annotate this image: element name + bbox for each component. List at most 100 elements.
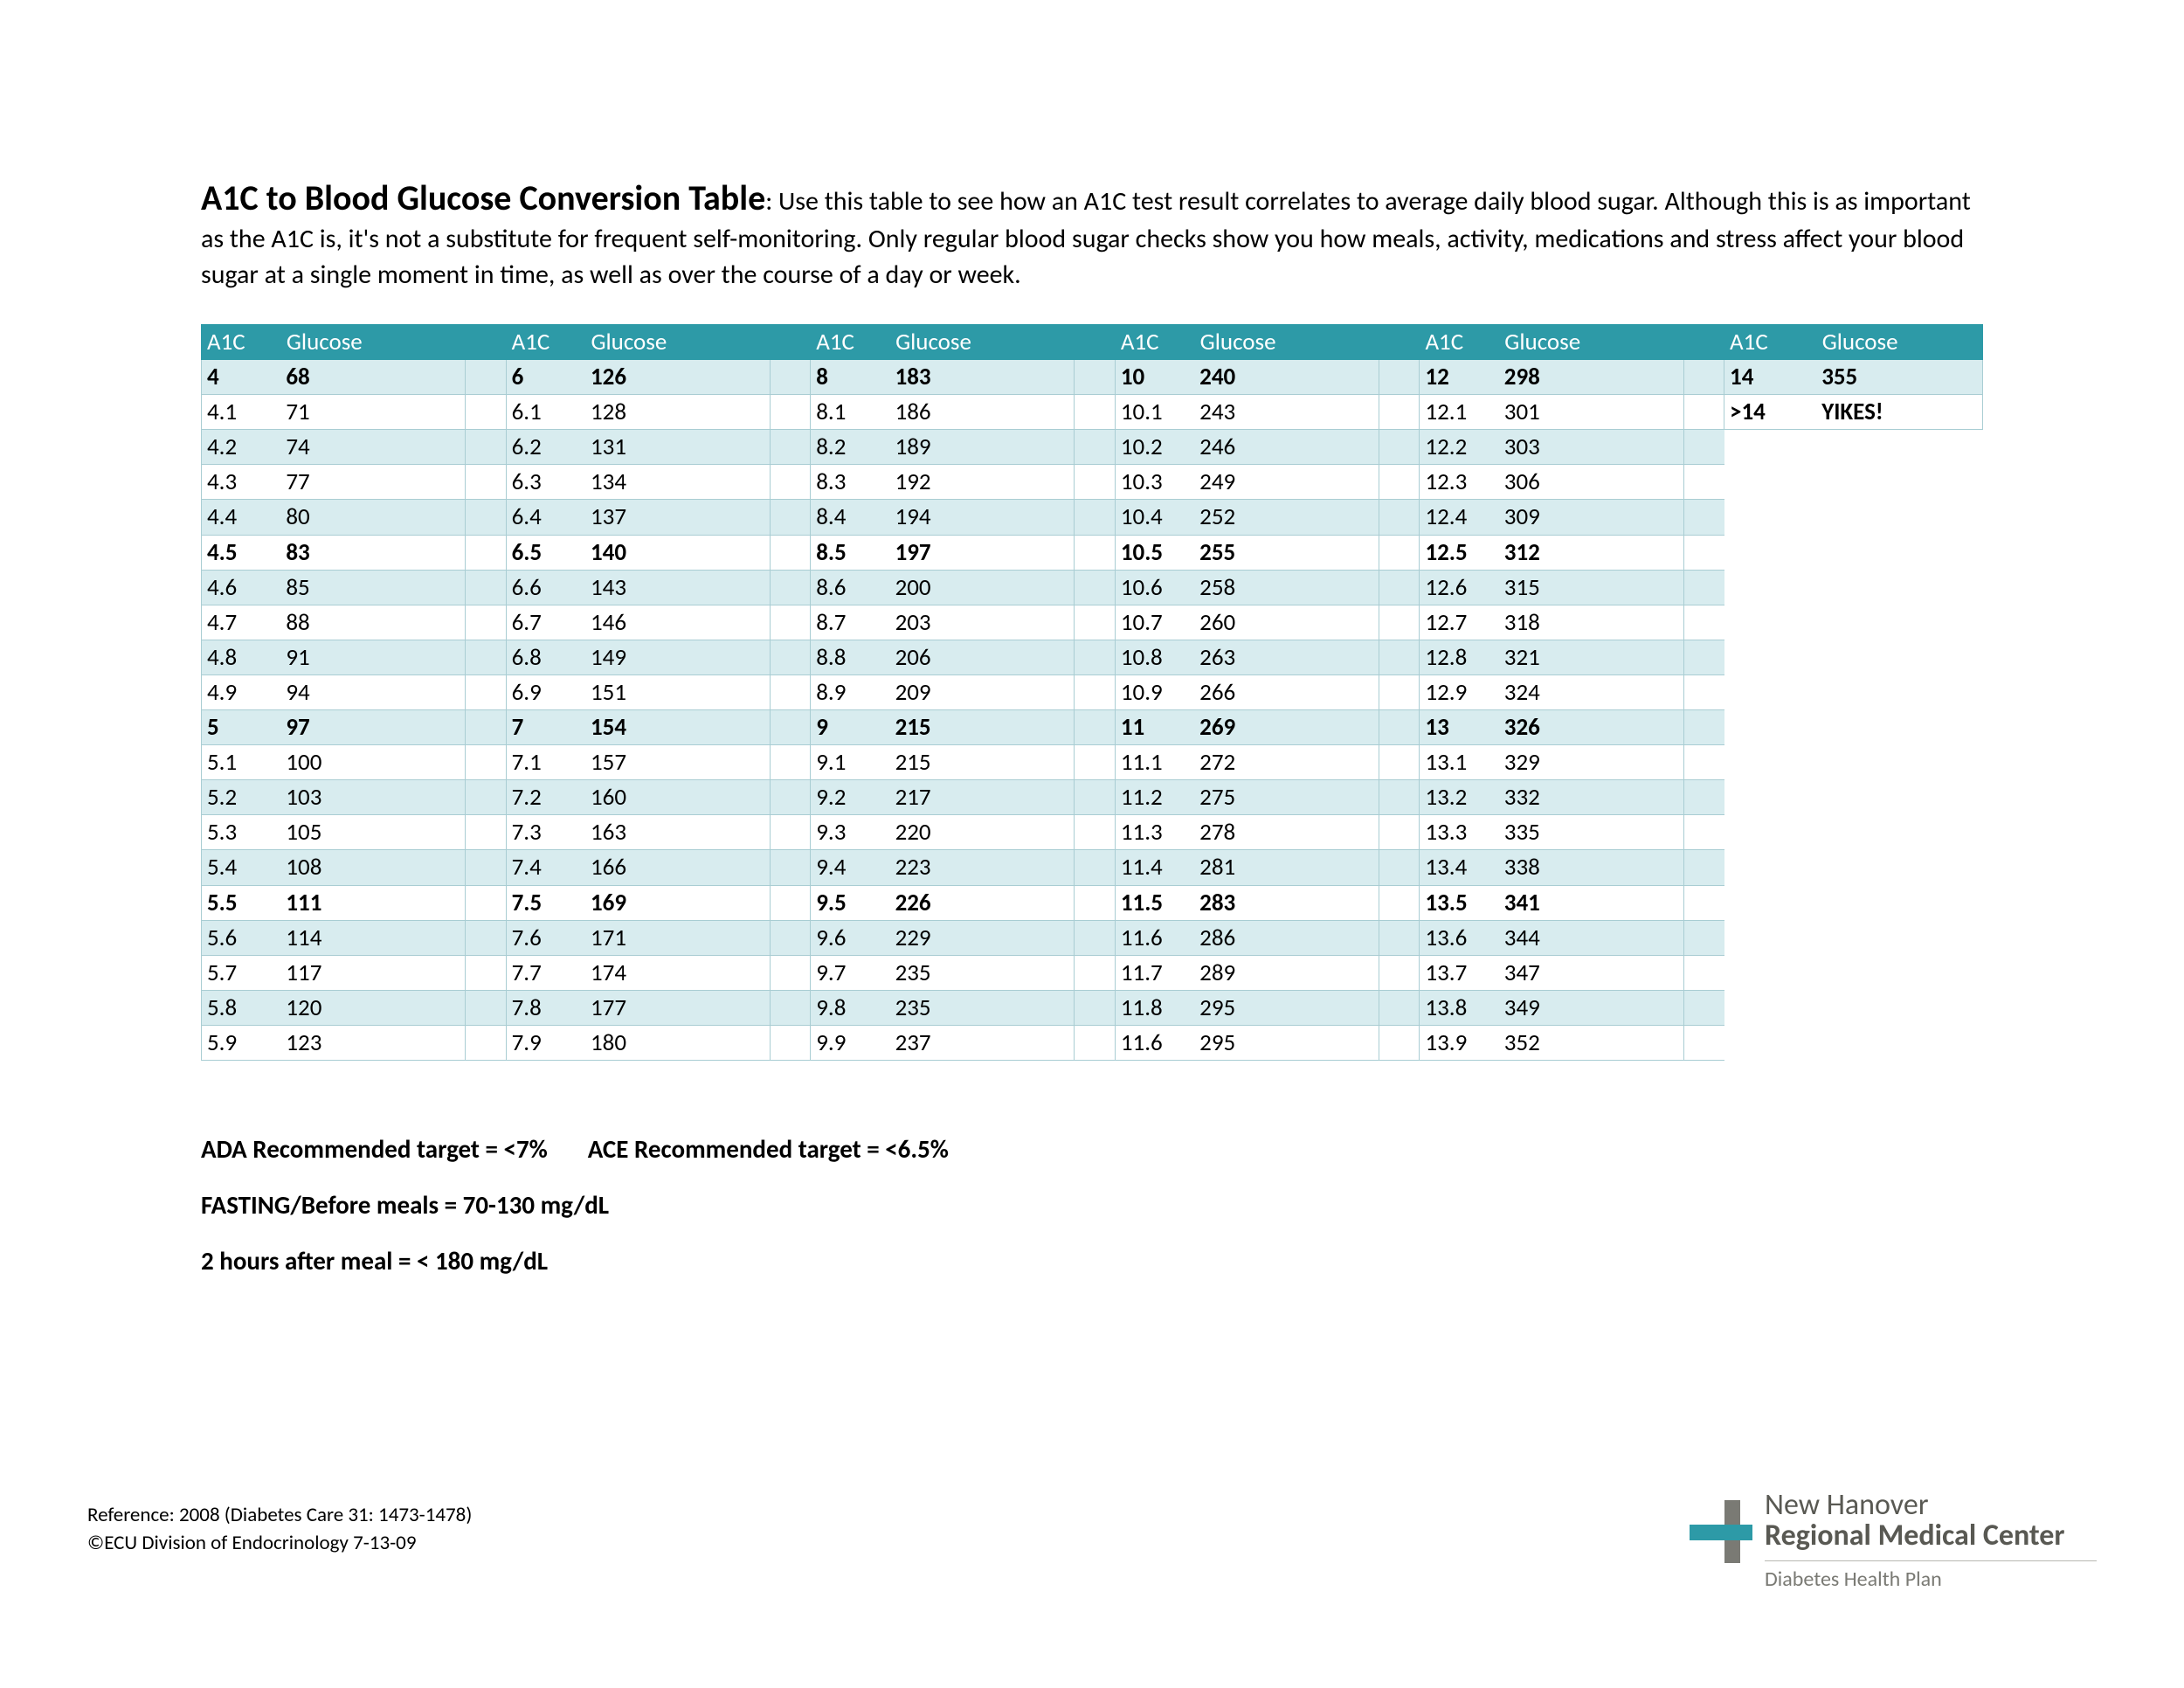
cell-a1c: 6.7 bbox=[506, 605, 585, 640]
cell-a1c: 4.2 bbox=[202, 430, 281, 465]
cell-a1c: 8.6 bbox=[811, 570, 890, 605]
fasting-target: FASTING/Before meals = 70-130 mg/dL bbox=[201, 1178, 1983, 1234]
cell-a1c: 8 bbox=[811, 360, 890, 395]
cell-glucose: 97 bbox=[280, 710, 465, 745]
cell-a1c: 6.1 bbox=[506, 395, 585, 430]
col-header-a1c: A1C bbox=[506, 325, 585, 360]
conversion-table: A1CGlucoseA1CGlucoseA1CGlucoseA1CGlucose… bbox=[201, 324, 1983, 1061]
cell-glucose: 281 bbox=[1194, 850, 1379, 885]
cell-glucose: 349 bbox=[1499, 990, 1683, 1025]
col-header-glucose: Glucose bbox=[1194, 325, 1379, 360]
cell-a1c: 12.7 bbox=[1420, 605, 1499, 640]
cell-glucose: 206 bbox=[890, 640, 1075, 675]
cell-a1c: 12.5 bbox=[1420, 535, 1499, 570]
cell-glucose: 80 bbox=[280, 500, 465, 535]
cell-glucose: 315 bbox=[1499, 570, 1683, 605]
cell-glucose: 329 bbox=[1499, 745, 1683, 780]
header-row: A1CGlucoseA1CGlucoseA1CGlucoseA1CGlucose… bbox=[202, 325, 1983, 360]
cell-a1c: 13.6 bbox=[1420, 920, 1499, 955]
col-header-glucose: Glucose bbox=[280, 325, 465, 360]
cell-glucose: YIKES! bbox=[1816, 395, 1982, 430]
cell-glucose: 105 bbox=[280, 815, 465, 850]
cell-a1c: 7.5 bbox=[506, 885, 585, 920]
cell-glucose: 192 bbox=[890, 465, 1075, 500]
cell-glucose: 246 bbox=[1194, 430, 1379, 465]
cell-glucose: 183 bbox=[890, 360, 1075, 395]
cell-a1c: 4.3 bbox=[202, 465, 281, 500]
cell-glucose: 186 bbox=[890, 395, 1075, 430]
cell-a1c: 12.6 bbox=[1420, 570, 1499, 605]
cell-a1c: 11.3 bbox=[1115, 815, 1194, 850]
cell-a1c: 12.2 bbox=[1420, 430, 1499, 465]
cell-a1c: 8.8 bbox=[811, 640, 890, 675]
cell-glucose: 332 bbox=[1499, 780, 1683, 815]
table-row: 4.9946.91518.920910.926612.9324 bbox=[202, 675, 1983, 709]
footer: Reference: 2008 (Diabetes Care 31: 1473-… bbox=[87, 1501, 472, 1557]
cell-a1c: 9 bbox=[811, 710, 890, 745]
cell-glucose: 149 bbox=[585, 640, 770, 675]
cell-glucose: 335 bbox=[1499, 815, 1683, 850]
cell-a1c: 7.8 bbox=[506, 990, 585, 1025]
cell-a1c: 5.3 bbox=[202, 815, 281, 850]
cell-a1c: 10.7 bbox=[1115, 605, 1194, 640]
cell-glucose: 355 bbox=[1816, 360, 1982, 395]
cell-a1c: 6.2 bbox=[506, 430, 585, 465]
cell-glucose: 108 bbox=[280, 850, 465, 885]
cell-a1c: 4.7 bbox=[202, 605, 281, 640]
table-row: 46861268183102401229814355 bbox=[202, 360, 1983, 395]
cell-glucose: 131 bbox=[585, 430, 770, 465]
cell-a1c: 11.6 bbox=[1115, 1025, 1194, 1060]
col-header-a1c: A1C bbox=[1724, 325, 1817, 360]
cell-a1c: 8.4 bbox=[811, 500, 890, 535]
cell-glucose: 298 bbox=[1499, 360, 1683, 395]
cell-a1c: 4.4 bbox=[202, 500, 281, 535]
cell-a1c: 5.5 bbox=[202, 885, 281, 920]
cell-glucose: 103 bbox=[280, 780, 465, 815]
table-row: 4.5836.51408.519710.525512.5312 bbox=[202, 535, 1983, 570]
cell-glucose: 91 bbox=[280, 640, 465, 675]
cell-a1c: 12.3 bbox=[1420, 465, 1499, 500]
logo: New Hanover Regional Medical Center Diab… bbox=[1690, 1490, 2097, 1592]
cell-a1c: 12.1 bbox=[1420, 395, 1499, 430]
cell-glucose: 126 bbox=[585, 360, 770, 395]
cell-a1c: 7.3 bbox=[506, 815, 585, 850]
cell-a1c: 4 bbox=[202, 360, 281, 395]
cell-glucose: 249 bbox=[1194, 465, 1379, 500]
cell-glucose: 209 bbox=[890, 675, 1075, 709]
page-title: A1C to Blood Glucose Conversion Table bbox=[201, 176, 765, 219]
cell-glucose: 301 bbox=[1499, 395, 1683, 430]
cell-a1c: 4.1 bbox=[202, 395, 281, 430]
cell-glucose: 295 bbox=[1194, 1025, 1379, 1060]
cell-glucose: 128 bbox=[585, 395, 770, 430]
table-head: A1CGlucoseA1CGlucoseA1CGlucoseA1CGlucose… bbox=[202, 325, 1983, 360]
cell-a1c: 12.9 bbox=[1420, 675, 1499, 709]
cell-glucose: 252 bbox=[1194, 500, 1379, 535]
cell-a1c: 11.6 bbox=[1115, 920, 1194, 955]
table-row: 5.51117.51699.522611.528313.5341 bbox=[202, 885, 1983, 920]
cell-a1c: 10.8 bbox=[1115, 640, 1194, 675]
cell-glucose: 306 bbox=[1499, 465, 1683, 500]
cell-a1c: 8.7 bbox=[811, 605, 890, 640]
cell-a1c: >14 bbox=[1724, 395, 1817, 430]
cell-a1c: 9.5 bbox=[811, 885, 890, 920]
cell-a1c: 7 bbox=[506, 710, 585, 745]
table-row: 5.71177.71749.723511.728913.7347 bbox=[202, 955, 1983, 990]
cell-a1c: 10.2 bbox=[1115, 430, 1194, 465]
cell-a1c: 7.4 bbox=[506, 850, 585, 885]
cell-a1c: 10.5 bbox=[1115, 535, 1194, 570]
cell-glucose: 203 bbox=[890, 605, 1075, 640]
table-row: 597715492151126913326 bbox=[202, 710, 1983, 745]
cell-glucose: 266 bbox=[1194, 675, 1379, 709]
cell-glucose: 258 bbox=[1194, 570, 1379, 605]
cell-glucose: 309 bbox=[1499, 500, 1683, 535]
cell-glucose: 189 bbox=[890, 430, 1075, 465]
cell-a1c: 5.7 bbox=[202, 955, 281, 990]
col-header-a1c: A1C bbox=[202, 325, 281, 360]
cell-a1c: 8.1 bbox=[811, 395, 890, 430]
cell-a1c: 5.1 bbox=[202, 745, 281, 780]
cell-a1c: 6.9 bbox=[506, 675, 585, 709]
cell-glucose: 169 bbox=[585, 885, 770, 920]
cell-a1c: 12 bbox=[1420, 360, 1499, 395]
cell-a1c: 11.1 bbox=[1115, 745, 1194, 780]
cell-a1c: 4.6 bbox=[202, 570, 281, 605]
